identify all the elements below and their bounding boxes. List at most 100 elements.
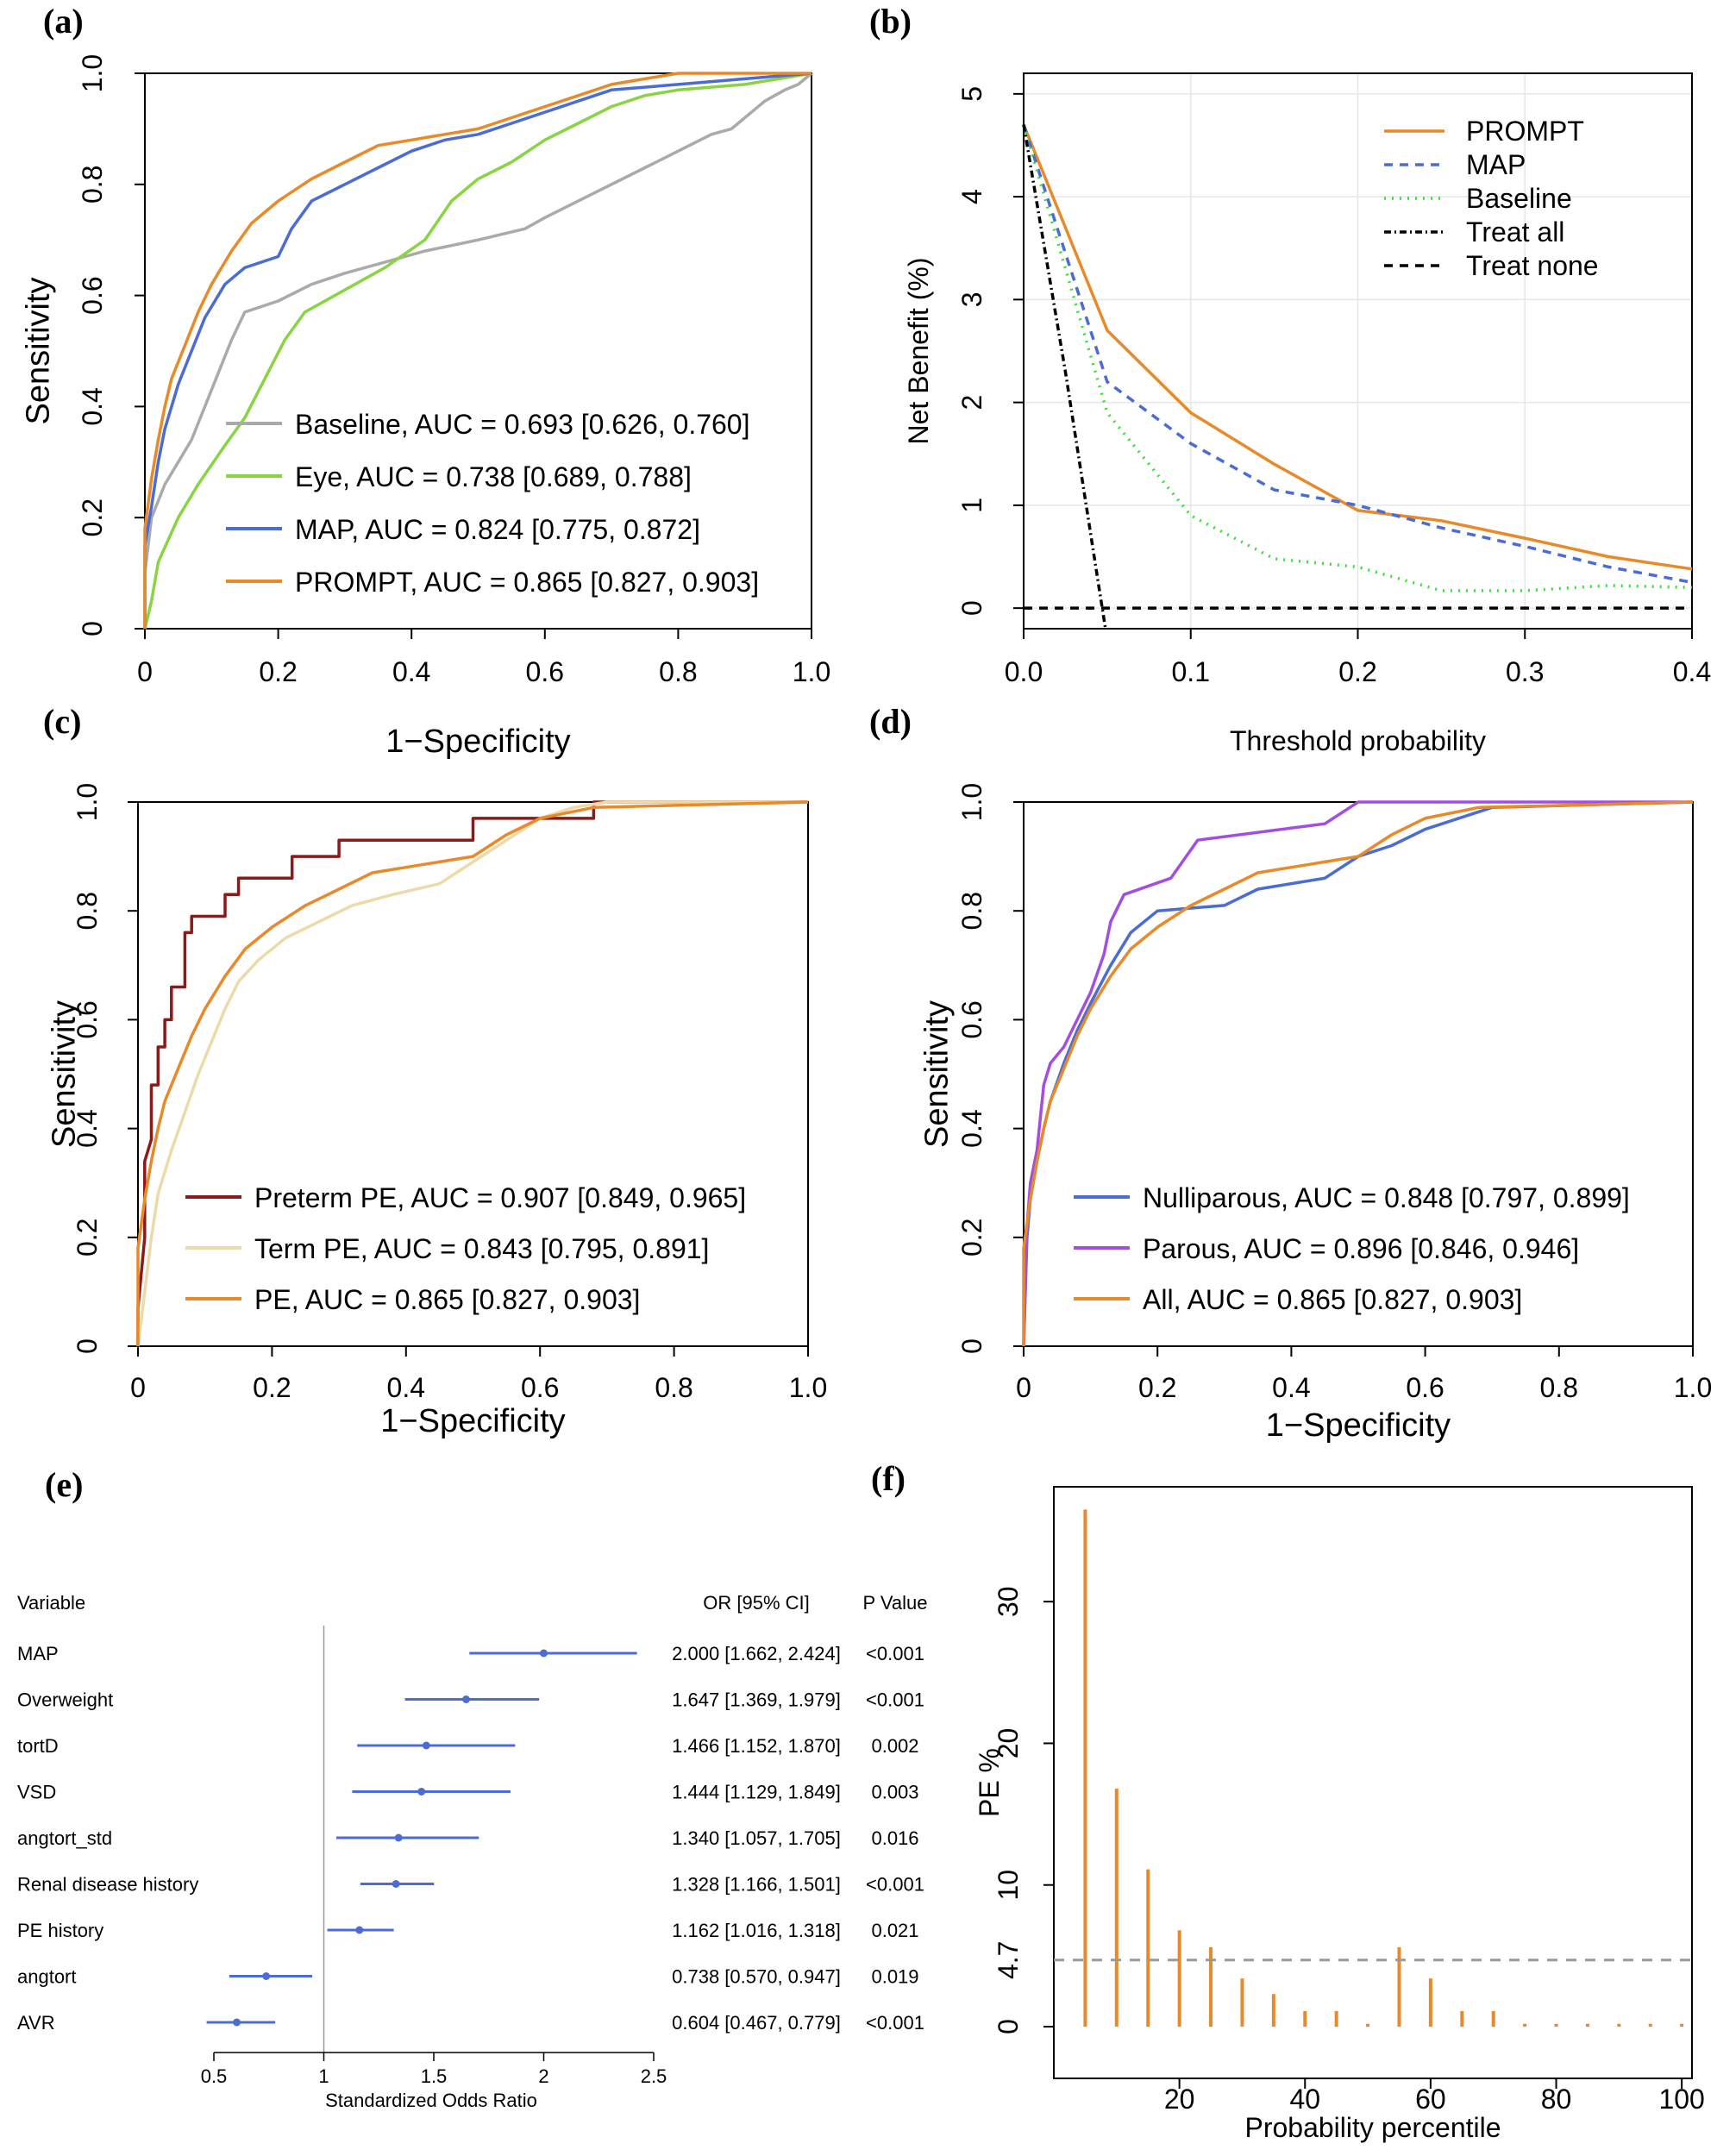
y-tick-label: 0.6 [956, 1000, 987, 1038]
legend-label: MAP, AUC = 0.824 [0.775, 0.872] [295, 514, 700, 545]
row-p: 0.021 [871, 1920, 918, 1941]
y-tick-label: 0 [993, 2019, 1024, 2034]
or-point [233, 2018, 241, 2027]
x-tick-label: 0.8 [655, 1372, 692, 1403]
or-point [422, 1741, 430, 1750]
legend-label: All, AUC = 0.865 [0.827, 0.903] [1143, 1284, 1522, 1315]
y-tick-label: 0 [956, 1338, 987, 1354]
legend-label: Nulliparous, AUC = 0.848 [0.797, 0.899] [1143, 1182, 1630, 1213]
row-p: <0.001 [866, 1874, 924, 1896]
legend-label: PROMPT [1466, 116, 1584, 147]
series-line-0 [1022, 800, 1694, 1347]
y-tick-label: 5 [956, 86, 987, 102]
y-axis-label: PE % [974, 1748, 1005, 1817]
y-tick-label: 1.0 [956, 783, 987, 821]
plot-frame [137, 801, 809, 1347]
x-tick-label: 80 [1541, 2084, 1572, 2115]
row-or: 1.340 [1.057, 1.705] [672, 1827, 841, 1849]
y-tick-label: 0.8 [956, 892, 987, 930]
x-tick-label: 60 [1415, 2084, 1446, 2115]
x-tick-label: 40 [1289, 2084, 1320, 2115]
y-tick-label: 0.2 [77, 498, 108, 536]
legend-label: Treat all [1466, 216, 1564, 248]
x-tick-label: 1.5 [421, 2065, 448, 2087]
x-tick-label: 0.3 [1506, 656, 1544, 687]
row-or: 1.444 [1.129, 1.849] [672, 1782, 841, 1803]
y-tick-label: 20 [993, 1728, 1024, 1759]
y-tick-label: 0.4 [77, 387, 108, 425]
x-tick-label: 0.4 [1673, 656, 1711, 687]
legend-label: Parous, AUC = 0.896 [0.846, 0.946] [1143, 1233, 1579, 1264]
x-tick-label: 0.8 [1540, 1372, 1578, 1403]
y-tick-label: 0.2 [72, 1219, 103, 1257]
x-tick-label: 0.2 [1138, 1372, 1176, 1403]
x-tick-label: 0.4 [392, 656, 430, 687]
header-p: P Value [862, 1592, 927, 1614]
y-tick-label: 30 [993, 1586, 1024, 1617]
y-axis-label: Sensitivity [918, 1000, 955, 1148]
x-tick-label: 0 [130, 1372, 146, 1403]
y-tick-label: 3 [956, 291, 987, 307]
x-tick-label: 100 [1658, 2084, 1704, 2115]
legend-label: PROMPT, AUC = 0.865 [0.827, 0.903] [295, 567, 759, 598]
row-or: 1.647 [1.369, 1.979] [672, 1689, 841, 1711]
x-tick-label: 0.8 [659, 656, 697, 687]
legend-label: Baseline, AUC = 0.693 [0.626, 0.760] [295, 409, 749, 440]
row-variable: AVR [17, 2012, 55, 2034]
row-variable: VSD [17, 1782, 56, 1803]
series-line-2 [136, 800, 809, 1346]
legend-label: MAP [1466, 149, 1526, 180]
series-line-3 [143, 72, 812, 629]
legend-label: Baseline [1466, 183, 1572, 214]
x-tick-label: 20 [1164, 2084, 1195, 2115]
x-tick-label: 0.4 [387, 1372, 425, 1403]
panel-e: (e) Variable OR [95% CI] P Value MAP 2.000 [1… [17, 1465, 928, 2111]
panel-d: (d) 0 0.2 0.4 0.6 0.8 1.0 0 0.2 0.4 0.6 0.8 1.0 1−Spe… [869, 702, 1712, 1444]
y-tick-label: 0.8 [77, 166, 108, 204]
x-tick-label: 0 [137, 656, 153, 687]
or-point [417, 1788, 426, 1796]
legend-label: Term PE, AUC = 0.843 [0.795, 0.891] [254, 1233, 709, 1264]
plot-frame [1053, 1486, 1693, 2079]
panel-label: (f) [871, 1459, 905, 1498]
legend-label: Preterm PE, AUC = 0.907 [0.849, 0.965] [254, 1182, 746, 1213]
legend-label: Treat none [1466, 250, 1599, 281]
x-axis-label: 1−Specificity [1266, 1407, 1451, 1444]
y-axis-label: Net Benefit (%) [903, 258, 934, 445]
or-point [394, 1833, 403, 1842]
row-or: 0.738 [0.570, 0.947] [672, 1966, 841, 1988]
row-or: 0.604 [0.467, 0.779] [672, 2012, 841, 2034]
x-tick-label: 0.1 [1172, 656, 1210, 687]
plot-frame [1023, 801, 1694, 1347]
row-p: 0.016 [871, 1827, 918, 1849]
x-axis-label: 1−Specificity [380, 1403, 565, 1439]
series-line-1 [1022, 124, 1693, 585]
x-tick-label: 0.6 [1406, 1372, 1444, 1403]
x-tick-label: 0.2 [253, 1372, 291, 1403]
panel-label: (c) [43, 702, 81, 741]
x-tick-label: 1.0 [793, 656, 830, 687]
x-tick-label: 0 [1016, 1372, 1031, 1403]
x-tick-label: 0.0 [1005, 656, 1043, 687]
row-p: <0.001 [866, 1689, 924, 1711]
row-p: 0.002 [871, 1735, 918, 1757]
x-tick-label: 0.2 [1338, 656, 1376, 687]
x-tick-label: 2 [538, 2065, 548, 2087]
x-tick-label: 1 [318, 2065, 329, 2087]
y-tick-label: 0.6 [72, 1000, 103, 1038]
y-tick-label: 0 [77, 621, 108, 636]
header-variable: Variable [17, 1592, 85, 1614]
x-axis-label: 1−Specificity [385, 724, 570, 760]
y-tick-label: 1.0 [77, 54, 108, 92]
y-tick-label: 0.6 [77, 276, 108, 314]
x-tick-label: 1.0 [1674, 1372, 1712, 1403]
row-p: <0.001 [866, 2012, 924, 2034]
series-line-0 [1022, 123, 1693, 571]
row-or: 1.466 [1.152, 1.870] [672, 1735, 841, 1757]
legend-label: PE, AUC = 0.865 [0.827, 0.903] [254, 1284, 640, 1315]
y-tick-label: 0.4 [72, 1109, 103, 1147]
or-point [540, 1649, 548, 1658]
reference-label: 4.7 [993, 1941, 1024, 1979]
panel-c: (c) 0 0.2 0.4 0.6 0.8 1.0 0 0.2 0.4 0.6 0.8 1.0 1−Spe… [43, 702, 827, 1439]
